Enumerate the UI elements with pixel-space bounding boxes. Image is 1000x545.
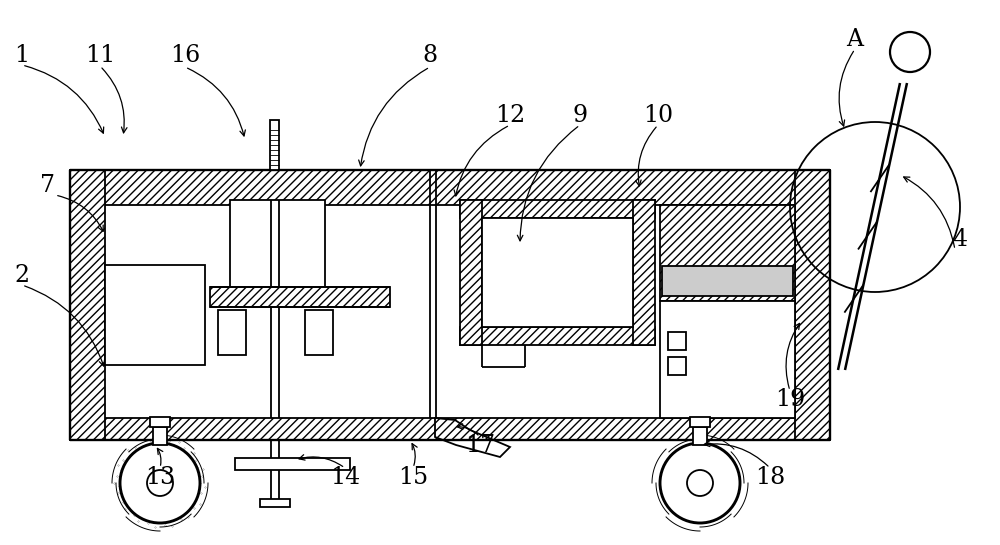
Bar: [795, 170, 830, 440]
Text: 8: 8: [422, 44, 438, 66]
Text: 4: 4: [952, 228, 968, 251]
Text: 13: 13: [145, 465, 175, 488]
Bar: [482, 218, 633, 327]
Bar: [662, 266, 793, 296]
Text: 2: 2: [14, 263, 30, 287]
Text: 16: 16: [170, 44, 200, 66]
Text: 12: 12: [495, 104, 525, 126]
Text: 15: 15: [398, 465, 428, 488]
Bar: [668, 332, 686, 350]
Text: 7: 7: [40, 173, 56, 197]
Bar: [460, 200, 655, 218]
Bar: [70, 418, 830, 440]
Text: 17: 17: [465, 433, 495, 457]
Bar: [693, 427, 707, 445]
Text: 10: 10: [643, 104, 673, 126]
Bar: [460, 327, 655, 345]
Bar: [235, 458, 350, 470]
Bar: [153, 427, 167, 445]
Bar: [460, 200, 482, 345]
Bar: [305, 310, 333, 355]
Bar: [150, 417, 170, 427]
Text: 14: 14: [330, 465, 360, 488]
Bar: [70, 170, 830, 205]
Bar: [270, 120, 279, 170]
Text: 18: 18: [755, 465, 785, 488]
Bar: [230, 200, 325, 290]
Bar: [660, 301, 795, 418]
Bar: [210, 287, 390, 307]
Text: 11: 11: [85, 44, 115, 66]
Bar: [660, 205, 795, 301]
Bar: [668, 357, 686, 375]
Text: 1: 1: [14, 44, 30, 66]
Text: 9: 9: [572, 104, 588, 126]
Bar: [260, 499, 290, 507]
Bar: [105, 265, 205, 365]
Text: A: A: [846, 28, 864, 51]
Text: 19: 19: [775, 389, 805, 411]
Bar: [633, 200, 655, 345]
Bar: [70, 170, 105, 440]
Bar: [218, 310, 246, 355]
Bar: [690, 417, 710, 427]
